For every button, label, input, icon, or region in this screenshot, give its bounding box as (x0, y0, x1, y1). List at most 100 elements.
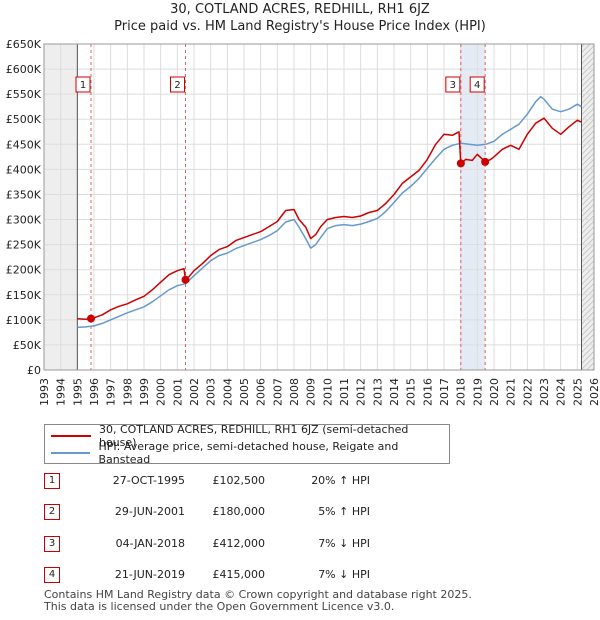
x-tick-label: 2013 (371, 378, 384, 406)
sale-date: 29-JUN-2001 (114, 505, 185, 518)
x-tick-label: 2005 (238, 378, 251, 406)
x-tick-label: 2001 (171, 378, 184, 406)
price-chart: 1 2 3 4 £0 £50K £100K £150K £200K £250K £300K £350K… (6, 38, 600, 406)
chart-subtitle: Price paid vs. HM Land Registry's House … (114, 19, 486, 34)
legend-swatch-property (51, 435, 91, 437)
sale-row: 2 29-JUN-2001 £180,000 5% ↑ HPI (0, 504, 600, 522)
x-tick-label: 2015 (405, 378, 418, 406)
sale-point-3 (456, 159, 465, 168)
x-tick-label: 1995 (71, 378, 84, 406)
sale-number-badge: 3 (44, 536, 60, 552)
chart-title: 30, COTLAND ACRES, REDHILL, RH1 6JZ (170, 2, 430, 17)
sale-number-badge: 2 (44, 504, 60, 520)
sale-date: 27-OCT-1995 (112, 474, 185, 487)
x-tick-label: 2004 (221, 378, 234, 406)
x-tick-label: 2021 (505, 378, 518, 406)
sale-label-box-4: 4 (469, 76, 485, 93)
sale-price: £415,000 (212, 568, 266, 581)
x-tick-label: 1998 (121, 378, 134, 406)
sale-hpi-comparison: 7% ↓ HPI (318, 537, 370, 550)
sale-label-box-2: 2 (170, 76, 185, 93)
no-data-region-end (581, 44, 594, 370)
x-tick-label: 2012 (355, 378, 368, 406)
x-tick-label: 2011 (338, 378, 351, 406)
y-tick-label: £300K (6, 214, 42, 227)
sale-date: 21-JUN-2019 (114, 568, 185, 581)
y-tick-label: £650K (6, 38, 42, 51)
y-tick-label: £0 (27, 364, 41, 377)
sale-label-frame (445, 76, 461, 93)
sale-hpi-comparison: 20% ↑ HPI (311, 474, 370, 487)
sale-hpi-comparison: 7% ↓ HPI (318, 568, 370, 581)
x-tick-label: 1997 (105, 378, 118, 406)
x-tick-label: 2008 (288, 378, 301, 406)
legend-item-property: 30, COTLAND ACRES, REDHILL, RH1 6JZ (sem… (51, 423, 449, 449)
highlight-range (460, 44, 486, 370)
x-tick-label: 1994 (55, 378, 68, 406)
x-tick-label: 2014 (388, 378, 401, 406)
sale-hpi-comparison: 5% ↑ HPI (318, 505, 370, 518)
x-tick-label: 2022 (521, 378, 534, 406)
x-tick-label: 2019 (471, 378, 484, 406)
sale-date: 04-JAN-2018 (115, 537, 185, 550)
sale-point-1 (87, 314, 95, 323)
sale-label-text: 1 (80, 80, 86, 91)
y-tick-label: £100K (6, 314, 42, 327)
x-tick-label: 2018 (455, 378, 468, 406)
plot-background (44, 44, 594, 370)
y-tick-label: £150K (6, 289, 42, 302)
sale-label-text: 4 (474, 80, 480, 91)
sale-row: 1 27-OCT-1995 £102,500 20% ↑ HPI (0, 473, 600, 491)
sale-label-text: 2 (174, 80, 180, 91)
chart-legend: 30, COTLAND ACRES, REDHILL, RH1 6JZ (sem… (44, 423, 450, 466)
x-tick-label: 2002 (188, 378, 201, 406)
sale-price: £102,500 (212, 474, 266, 487)
y-tick-label: £500K (6, 113, 42, 126)
x-tick-label: 2025 (571, 378, 584, 406)
sale-point-2 (181, 275, 190, 284)
x-tick-label: 1996 (88, 378, 101, 406)
series-line-property (77, 117, 582, 321)
sale-point-4 (481, 157, 490, 166)
y-tick-label: £550K (6, 88, 42, 101)
plot-border (43, 43, 595, 371)
sale-row: 3 04-JAN-2018 £412,000 7% ↓ HPI (0, 536, 600, 554)
x-tick-label: 2006 (255, 378, 268, 406)
x-tick-label: 2026 (588, 378, 600, 406)
x-tick-label: 2007 (271, 378, 284, 406)
x-tick-label: 2020 (488, 378, 501, 406)
x-tick-label: 1999 (138, 378, 151, 406)
sale-label-frame (469, 76, 485, 93)
y-tick-label: £250K (6, 239, 42, 252)
x-tick-label: 2016 (421, 378, 434, 406)
legend-label-property: 30, COTLAND ACRES, REDHILL, RH1 6JZ (sem… (98, 423, 409, 449)
x-tick-label: 2017 (438, 378, 451, 406)
footer-line-licence: This data is licensed under the Open Gov… (44, 600, 395, 613)
y-tick-label: £50K (13, 339, 42, 352)
x-tick-label: 2024 (555, 378, 568, 406)
x-tick-label: 2009 (305, 378, 318, 406)
sale-label-box-3: 3 (445, 76, 461, 93)
series-line-hpi (77, 95, 582, 329)
x-tick-label: 1993 (38, 378, 51, 406)
y-tick-label: £400K (6, 163, 42, 176)
y-tick-label: £200K (6, 264, 42, 277)
x-tick-label: 2023 (538, 378, 551, 406)
legend-swatch-hpi (51, 452, 91, 454)
sale-label-frame (170, 76, 185, 93)
sale-number-badge: 1 (44, 473, 60, 489)
sale-number-badge: 4 (44, 567, 60, 583)
y-tick-label: £600K (6, 63, 42, 76)
sale-row: 4 21-JUN-2019 £415,000 7% ↓ HPI (0, 567, 600, 585)
sale-label-box-1: 1 (75, 76, 91, 93)
sale-label-frame (75, 76, 91, 93)
footer-line-copyright: Contains HM Land Registry data © Crown c… (44, 588, 472, 601)
legend-item-hpi: HPI: Average price, semi-detached house,… (51, 440, 449, 466)
x-tick-label: 2003 (205, 378, 218, 406)
sale-price: £412,000 (212, 537, 266, 550)
legend-label-hpi: HPI: Average price, semi-detached house,… (98, 440, 399, 466)
sale-price: £180,000 (212, 505, 266, 518)
footer-attribution: Contains HM Land Registry data © Crown c… (44, 589, 472, 613)
y-tick-label: £450K (6, 138, 42, 151)
y-tick-label: £350K (6, 188, 42, 201)
